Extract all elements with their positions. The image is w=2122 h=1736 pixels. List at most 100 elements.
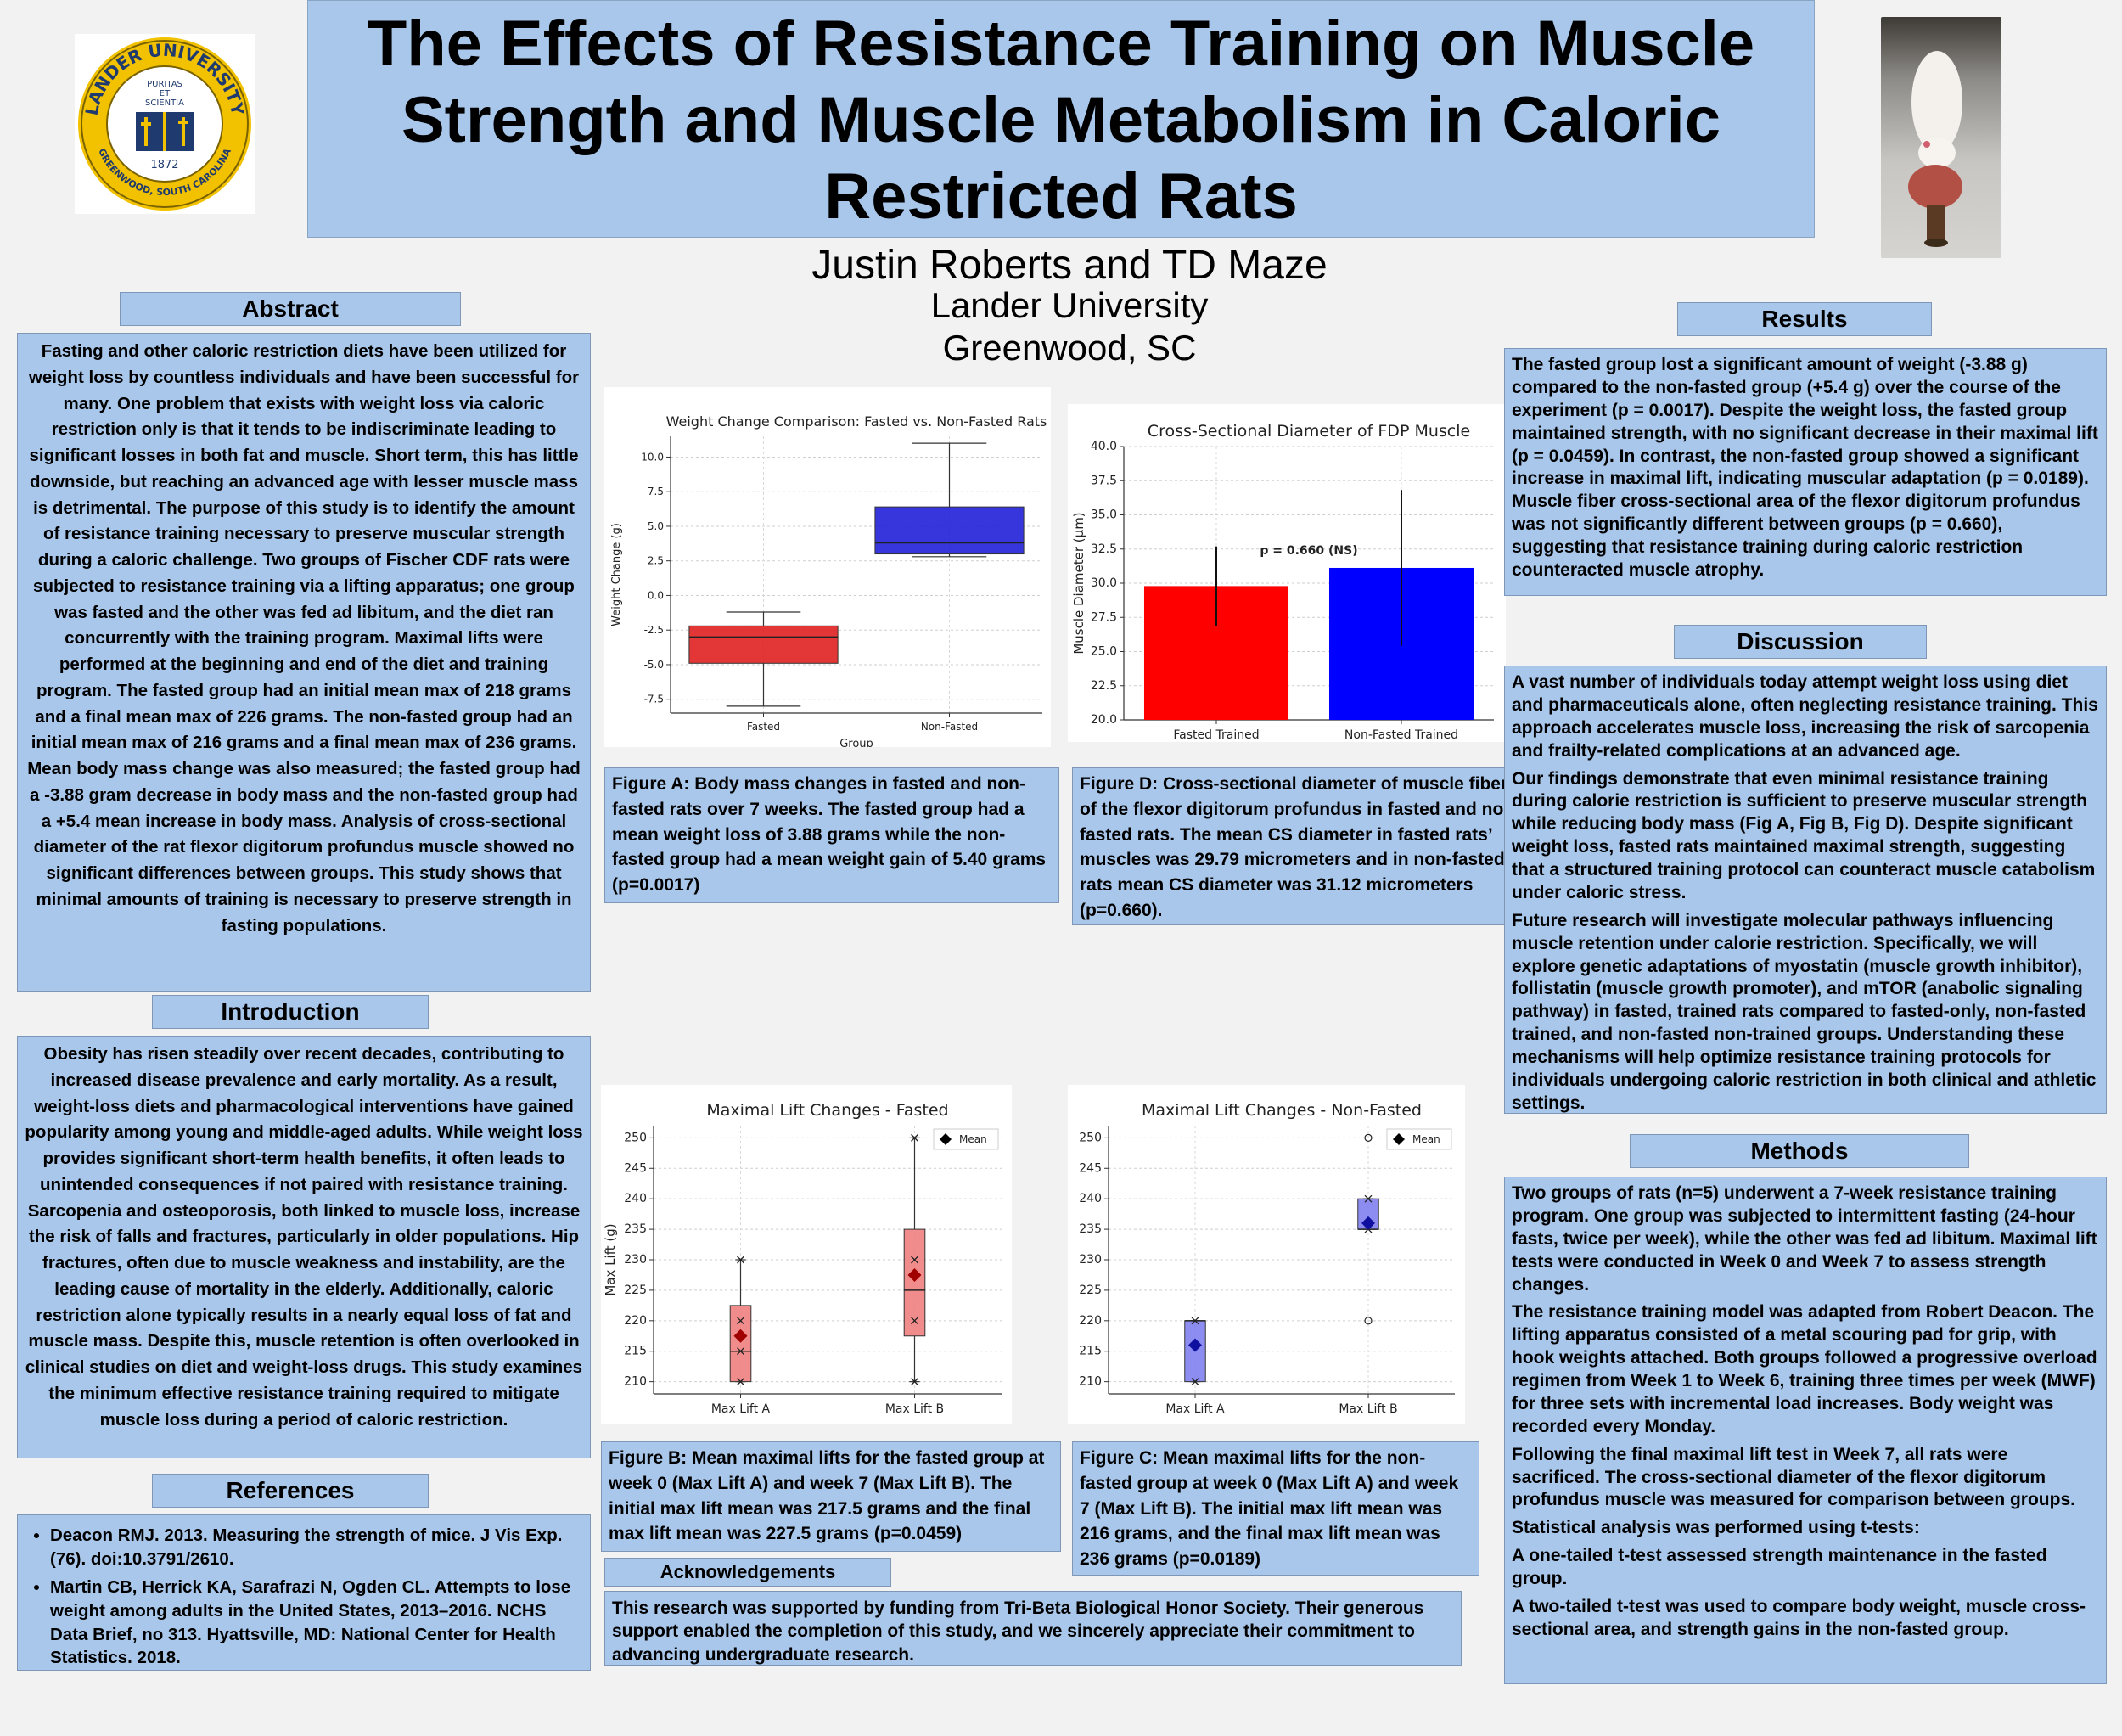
y-tick-label: 40.0 xyxy=(1091,440,1117,453)
y-tick-label: 20.0 xyxy=(1091,713,1117,727)
y-tick-label: 210 xyxy=(1079,1375,1102,1389)
methods-paragraph: A two-tailed t-test was used to compare … xyxy=(1512,1596,2086,1639)
data-point xyxy=(1191,1378,1199,1386)
y-tick-label: 250 xyxy=(1079,1131,1102,1144)
y-tick-label: 215 xyxy=(1079,1345,1102,1358)
y-tick-label: 220 xyxy=(624,1314,647,1328)
svg-text:1872: 1872 xyxy=(150,159,178,171)
y-tick-label: 5.0 xyxy=(648,520,664,532)
cross-icon xyxy=(141,117,151,146)
introduction-heading: Introduction xyxy=(152,995,429,1029)
y-tick-label: 27.5 xyxy=(1091,610,1117,624)
y-tick-label: 230 xyxy=(624,1253,647,1267)
y-tick-label: 250 xyxy=(624,1131,647,1144)
box-max-lift-b xyxy=(903,1228,926,1337)
torch-icon xyxy=(178,117,188,146)
box-max-lift-a xyxy=(729,1305,752,1383)
results-heading: Results xyxy=(1677,302,1932,336)
chart-title: Weight Change Comparison: Fasted vs. Non… xyxy=(666,413,1047,430)
outlier-point xyxy=(1364,1317,1373,1325)
references-heading: References xyxy=(152,1474,429,1508)
x-tick-label: Non-Fasted xyxy=(921,721,978,733)
y-tick-label: 215 xyxy=(624,1345,647,1358)
poster-title: The Effects of Resistance Training on Mu… xyxy=(367,8,1755,233)
data-point xyxy=(737,1256,744,1264)
figure-d-caption: Figure D: Cross-sectional diameter of mu… xyxy=(1072,767,1529,925)
y-tick-label: -7.5 xyxy=(644,694,664,705)
data-point xyxy=(911,1256,918,1264)
figure-b-caption: Figure B: Mean maximal lifts for the fas… xyxy=(601,1441,1061,1552)
x-tick-label: Max Lift B xyxy=(1339,1402,1397,1416)
methods-text: Two groups of rats (n=5) underwent a 7-w… xyxy=(1504,1177,2107,1684)
discussion-heading: Discussion xyxy=(1674,625,1927,659)
x-tick-label: Fasted Trained xyxy=(1173,728,1259,742)
y-tick-label: 235 xyxy=(624,1222,647,1236)
y-tick-label: 22.5 xyxy=(1091,679,1117,693)
chart-title: Maximal Lift Changes - Non-Fasted xyxy=(1142,1101,1422,1120)
y-tick-label: -2.5 xyxy=(644,624,664,636)
outlier-point xyxy=(1364,1133,1373,1142)
authors: Justin Roberts and TD Maze xyxy=(811,243,1328,288)
discussion-paragraph: A vast number of individuals today attem… xyxy=(1512,672,2098,761)
results-text: The fasted group lost a significant amou… xyxy=(1504,348,2107,596)
y-tick-label: 2.5 xyxy=(648,555,664,567)
y-tick-label: 240 xyxy=(624,1192,647,1205)
y-tick-label: 35.0 xyxy=(1091,508,1117,522)
acknowledgements-heading: Acknowledgements xyxy=(604,1558,891,1587)
x-tick-label: Max Lift A xyxy=(1165,1402,1225,1416)
y-axis-label: Weight Change (g) xyxy=(610,523,623,626)
figure-c-chart: 210 215 220 225 230 235 240 245 250 Max Lift A Max… xyxy=(1068,1085,1465,1424)
rat-photo xyxy=(1881,17,2001,258)
y-tick-label: 240 xyxy=(1079,1192,1102,1205)
y-tick-label: 235 xyxy=(1079,1222,1102,1236)
reference-item: Martin CB, Herrick KA, Sarafrazi N, Ogde… xyxy=(50,1576,583,1670)
legend-mean-marker xyxy=(940,1133,952,1145)
mean-marker xyxy=(1361,1216,1375,1230)
weight-hook xyxy=(1927,205,1945,243)
affiliation-university: Lander University xyxy=(930,285,1209,325)
discussion-text: A vast number of individuals today attem… xyxy=(1504,666,2107,1114)
y-tick-label: 220 xyxy=(1079,1314,1102,1328)
title-banner: The Effects of Resistance Training on Mu… xyxy=(307,0,1815,238)
methods-paragraph: Statistical analysis was performed using… xyxy=(1512,1518,1920,1538)
y-tick-label: 32.5 xyxy=(1091,542,1117,556)
discussion-paragraph: Our findings demonstrate that even minim… xyxy=(1512,768,2096,902)
discussion-paragraph: Future research will investigate molecul… xyxy=(1512,910,2097,1113)
y-tick-label: 225 xyxy=(624,1284,647,1297)
data-point xyxy=(911,1133,918,1142)
y-tick-label: 25.0 xyxy=(1091,645,1117,659)
methods-paragraph: The resistance training model was adapte… xyxy=(1512,1302,2097,1436)
svg-text:ET: ET xyxy=(160,89,171,98)
box-non-fasted xyxy=(874,506,1025,555)
x-tick-label: Max Lift A xyxy=(711,1402,771,1416)
legend-label: Mean xyxy=(1412,1133,1440,1145)
mean-marker xyxy=(733,1329,748,1343)
references-list: Deacon RMJ. 2013. Measuring the strength… xyxy=(17,1514,591,1671)
data-point xyxy=(1191,1317,1199,1325)
methods-heading: Methods xyxy=(1630,1134,1969,1168)
y-tick-label: 30.0 xyxy=(1091,576,1117,590)
methods-paragraph: A one-tailed t-test assessed strength ma… xyxy=(1512,1546,2047,1588)
chart-title: Cross-Sectional Diameter of FDP Muscle xyxy=(1148,422,1470,441)
scouring-pad xyxy=(1908,165,1962,209)
legend-mean-marker xyxy=(1393,1133,1405,1145)
data-point xyxy=(1364,1194,1373,1203)
abstract-text: Fasting and other caloric restriction di… xyxy=(17,333,591,992)
y-tick-label: 37.5 xyxy=(1091,474,1117,487)
y-tick-label: 245 xyxy=(1079,1161,1102,1175)
mean-marker xyxy=(1188,1338,1202,1352)
figure-a-chart: -7.5 -5.0 -2.5 0.0 2.5 5.0 7.5 10.0 Fasted Non-Fa… xyxy=(604,387,1051,747)
x-tick-label: Non-Fasted Trained xyxy=(1344,728,1458,742)
y-axis-label: Muscle Diameter (µm) xyxy=(1071,512,1086,654)
acknowledgements-text: This research was supported by funding f… xyxy=(604,1591,1462,1666)
chart-title: Maximal Lift Changes - Fasted xyxy=(706,1101,948,1120)
y-tick-label: 10.0 xyxy=(641,451,664,463)
rat-body xyxy=(1911,51,1962,153)
introduction-text: Obesity has risen steadily over recent d… xyxy=(17,1036,591,1458)
figure-c-caption: Figure C: Mean maximal lifts for the non… xyxy=(1072,1441,1479,1576)
y-tick-label: 225 xyxy=(1079,1284,1102,1297)
figure-a-caption: Figure A: Body mass changes in fasted an… xyxy=(604,767,1059,903)
legend-label: Mean xyxy=(959,1133,987,1145)
data-point xyxy=(911,1378,918,1386)
x-tick-label: Fasted xyxy=(747,721,780,733)
